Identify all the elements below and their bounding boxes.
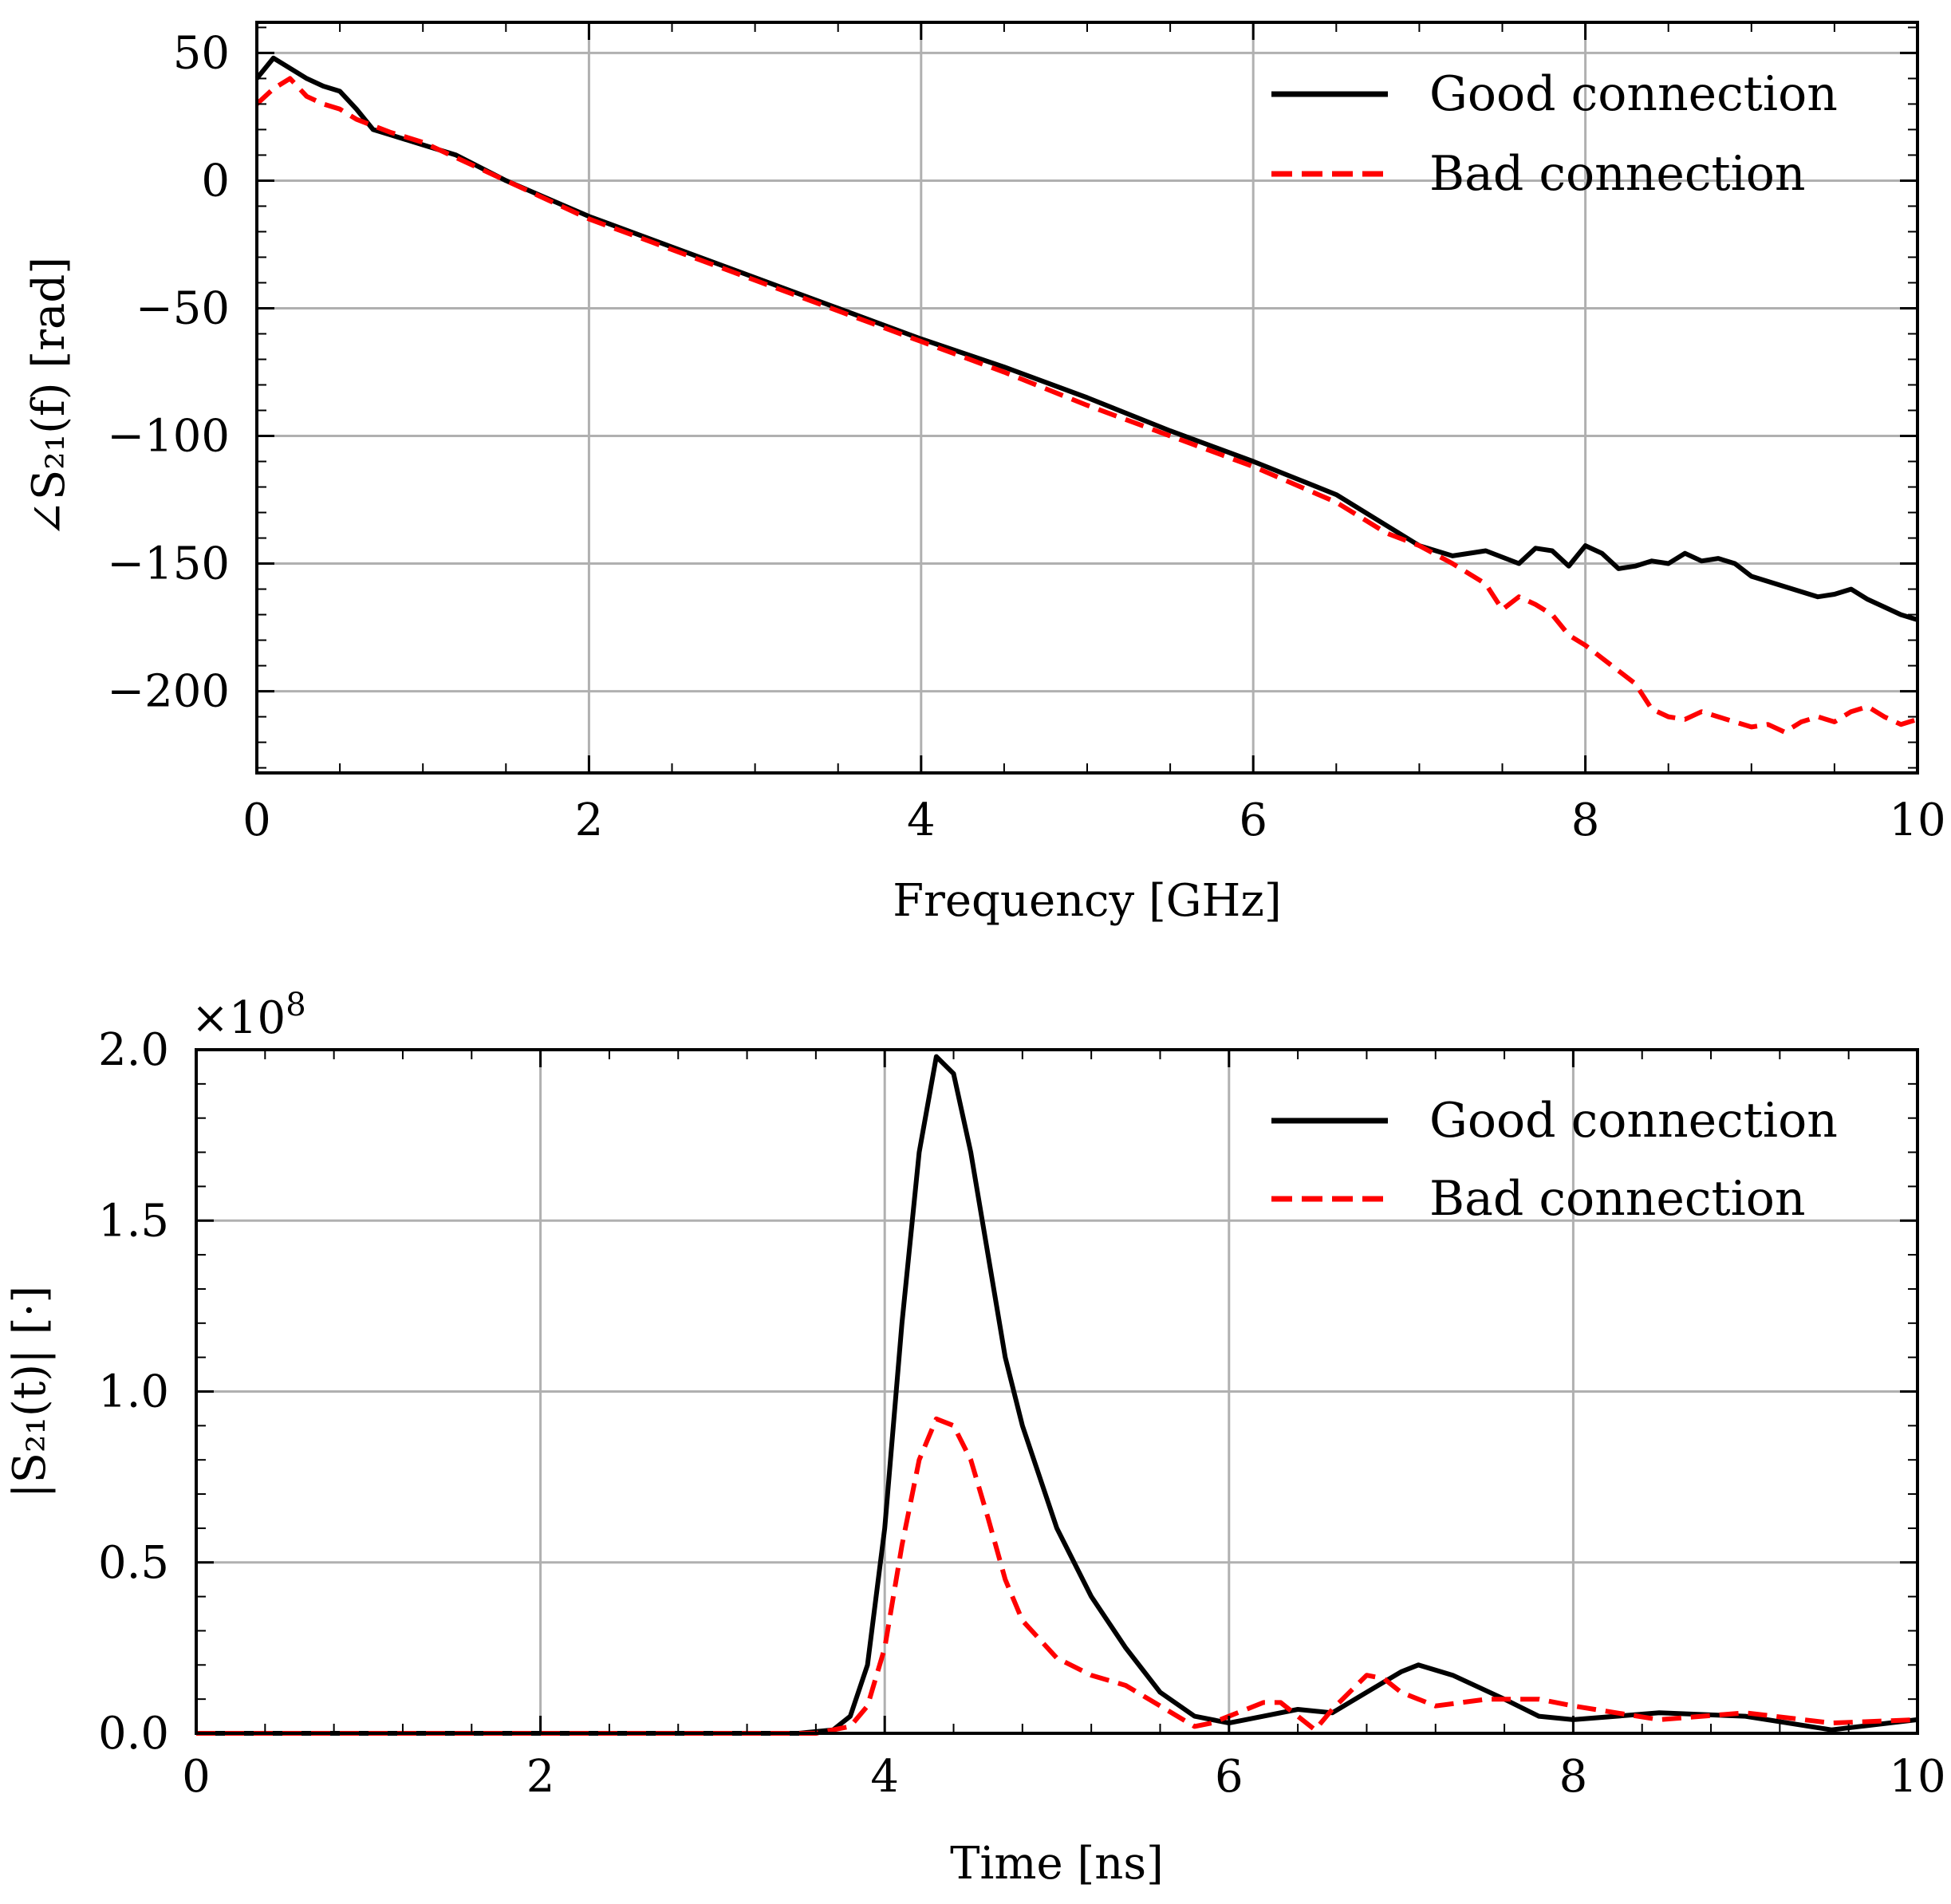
phase-y-tick-label: 50 bbox=[173, 27, 230, 79]
magnitude-x-axis-label: Time [ns] bbox=[950, 1838, 1164, 1890]
magnitude-x-tick-label: 10 bbox=[1889, 1751, 1945, 1803]
phase-legend-good-label: Good connection bbox=[1429, 66, 1838, 122]
phase-x-tick-label: 4 bbox=[907, 794, 936, 846]
phase-x-tick-label: 0 bbox=[242, 794, 271, 846]
phase-y-tick-label: 0 bbox=[201, 155, 230, 207]
phase-x-axis-label: Frequency [GHz] bbox=[893, 875, 1281, 927]
phase-y-tick-label: −200 bbox=[107, 666, 230, 718]
phase-y-tick-label: −150 bbox=[107, 538, 230, 590]
phase-x-tick-label: 2 bbox=[575, 794, 604, 846]
phase-x-tick-label: 8 bbox=[1571, 794, 1600, 846]
phase-y-tick-label: −100 bbox=[107, 411, 230, 463]
phase-legend: Good connection Bad connection bbox=[1271, 66, 1838, 202]
phase-x-tick-label: 10 bbox=[1889, 794, 1945, 846]
magnitude-legend-good-label: Good connection bbox=[1429, 1093, 1838, 1149]
magnitude-legend-bad-label: Bad connection bbox=[1429, 1171, 1806, 1227]
magnitude-legend: Good connection Bad connection bbox=[1271, 1093, 1838, 1227]
phase-series-good-line bbox=[254, 55, 1918, 622]
magnitude-series-good-line bbox=[196, 1054, 1918, 1736]
magnitude-y-tick-label: 0.0 bbox=[98, 1708, 169, 1760]
phase-x-tick-label: 6 bbox=[1239, 794, 1267, 846]
phase-series-bad-line bbox=[254, 76, 1918, 735]
magnitude-x-tick-label: 4 bbox=[870, 1751, 899, 1803]
magnitude-x-tick-label: 8 bbox=[1559, 1751, 1588, 1803]
phase-y-tick-label: −50 bbox=[136, 282, 230, 334]
phase-legend-bad-label: Bad connection bbox=[1429, 146, 1806, 202]
magnitude-y-tick-label: 2.0 bbox=[98, 1024, 169, 1076]
magnitude-y-tick-label: 0.5 bbox=[98, 1537, 169, 1589]
magnitude-offset-label: ×108 bbox=[191, 987, 306, 1044]
magnitude-chart: 0 2 4 6 8 10 0.0 0.5 1.0 1.5 2.0 ×108 Time [ns] |S… bbox=[4, 987, 1946, 1890]
magnitude-y-axis-label: |S₂₁(t)| [·] bbox=[4, 1286, 56, 1499]
magnitude-y-tick-label: 1.5 bbox=[98, 1195, 169, 1247]
phase-y-axis-label: ∠S₂₁(f) [rad] bbox=[23, 257, 75, 538]
magnitude-x-tick-label: 0 bbox=[182, 1751, 211, 1803]
magnitude-series-bad-line bbox=[196, 1416, 1918, 1736]
magnitude-y-tick-label: 1.0 bbox=[98, 1366, 169, 1418]
magnitude-x-tick-label: 6 bbox=[1215, 1751, 1244, 1803]
phase-chart: 0 2 4 6 8 10 50 0 −50 −100 −150 −200 Frequency [GHz… bbox=[23, 21, 1946, 927]
magnitude-x-tick-label: 2 bbox=[526, 1751, 555, 1803]
